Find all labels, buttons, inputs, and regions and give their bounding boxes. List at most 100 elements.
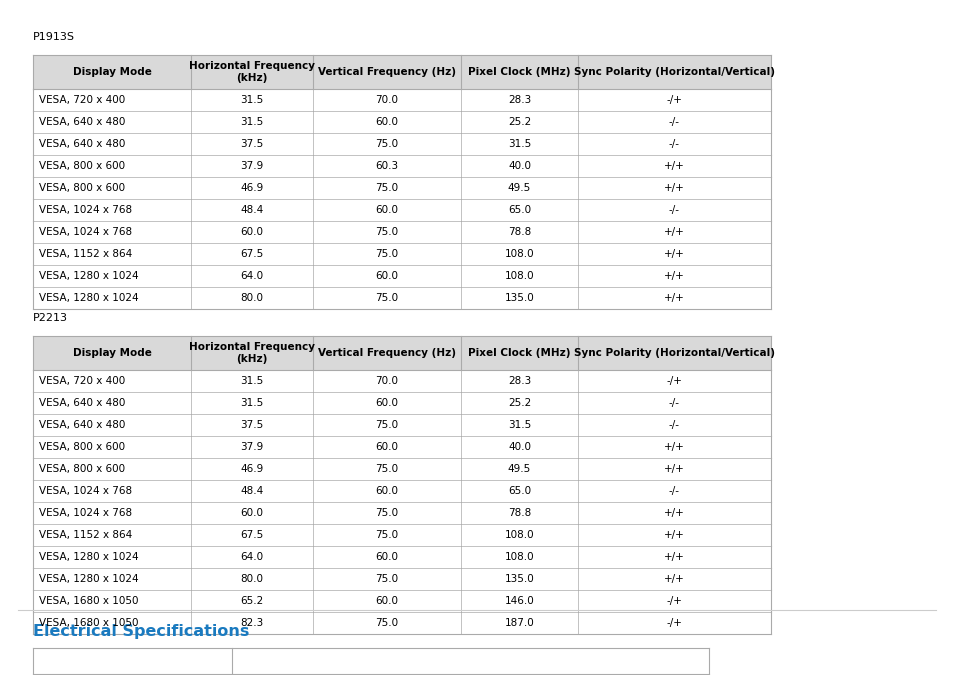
Text: VESA, 1280 x 1024: VESA, 1280 x 1024 xyxy=(39,271,138,281)
Text: 75.0: 75.0 xyxy=(375,464,398,474)
Text: 37.9: 37.9 xyxy=(240,442,263,452)
Text: 75.0: 75.0 xyxy=(375,139,398,149)
Bar xyxy=(33,436,770,458)
Bar xyxy=(33,177,770,199)
Text: 78.8: 78.8 xyxy=(507,227,531,237)
Text: 78.8: 78.8 xyxy=(507,508,531,518)
Bar xyxy=(33,155,770,177)
Text: -/+: -/+ xyxy=(666,95,681,105)
Text: Sync Polarity (Horizontal/Vertical): Sync Polarity (Horizontal/Vertical) xyxy=(574,348,774,358)
Text: Display Mode: Display Mode xyxy=(72,348,152,358)
Text: +/+: +/+ xyxy=(663,183,684,193)
Text: VESA, 800 x 600: VESA, 800 x 600 xyxy=(39,183,125,193)
Text: 75.0: 75.0 xyxy=(375,618,398,628)
Bar xyxy=(33,480,770,502)
Text: 25.2: 25.2 xyxy=(507,117,531,127)
Text: VESA, 1680 x 1050: VESA, 1680 x 1050 xyxy=(39,618,138,628)
Text: 60.0: 60.0 xyxy=(375,117,398,127)
Text: Vertical Frequency (Hz): Vertical Frequency (Hz) xyxy=(317,67,456,77)
Bar xyxy=(33,590,770,612)
Bar xyxy=(33,546,770,568)
Text: 67.5: 67.5 xyxy=(240,530,263,540)
Bar xyxy=(33,287,770,309)
Text: 108.0: 108.0 xyxy=(504,552,534,562)
Text: 65.0: 65.0 xyxy=(507,205,531,215)
Bar xyxy=(33,111,770,133)
Text: 70.0: 70.0 xyxy=(375,376,398,386)
Text: 135.0: 135.0 xyxy=(504,574,534,584)
Text: 40.0: 40.0 xyxy=(507,442,531,452)
Text: -/-: -/- xyxy=(668,398,679,408)
Bar xyxy=(33,524,770,546)
Text: VESA, 640 x 480: VESA, 640 x 480 xyxy=(39,398,125,408)
Text: 65.2: 65.2 xyxy=(240,596,263,606)
Text: Sync Polarity (Horizontal/Vertical): Sync Polarity (Horizontal/Vertical) xyxy=(574,67,774,77)
Text: 70.0: 70.0 xyxy=(375,95,398,105)
Text: VESA, 1024 x 768: VESA, 1024 x 768 xyxy=(39,227,132,237)
Bar xyxy=(33,243,770,265)
Text: +/+: +/+ xyxy=(663,574,684,584)
Text: VESA, 1280 x 1024: VESA, 1280 x 1024 xyxy=(39,574,138,584)
Text: -/-: -/- xyxy=(668,205,679,215)
Text: 75.0: 75.0 xyxy=(375,293,398,303)
Bar xyxy=(33,221,770,243)
Text: +/+: +/+ xyxy=(663,161,684,171)
Text: +/+: +/+ xyxy=(663,227,684,237)
Bar xyxy=(33,392,770,414)
Text: +/+: +/+ xyxy=(663,293,684,303)
Text: VESA, 1280 x 1024: VESA, 1280 x 1024 xyxy=(39,293,138,303)
Text: P2213: P2213 xyxy=(33,313,68,323)
Text: 40.0: 40.0 xyxy=(507,161,531,171)
Text: Horizontal Frequency
(kHz): Horizontal Frequency (kHz) xyxy=(189,61,314,83)
Text: 31.5: 31.5 xyxy=(507,420,531,430)
Bar xyxy=(33,502,770,524)
Text: +/+: +/+ xyxy=(663,442,684,452)
Text: P1913S: P1913S xyxy=(33,32,75,42)
Text: 60.0: 60.0 xyxy=(375,398,398,408)
Text: 60.0: 60.0 xyxy=(375,552,398,562)
Text: +/+: +/+ xyxy=(663,464,684,474)
Bar xyxy=(33,55,770,89)
Text: 82.3: 82.3 xyxy=(240,618,263,628)
Text: Vertical Frequency (Hz): Vertical Frequency (Hz) xyxy=(317,348,456,358)
Text: VESA, 640 x 480: VESA, 640 x 480 xyxy=(39,117,125,127)
Text: 135.0: 135.0 xyxy=(504,293,534,303)
Text: 48.4: 48.4 xyxy=(240,486,263,496)
Text: Horizontal Frequency
(kHz): Horizontal Frequency (kHz) xyxy=(189,342,314,364)
Text: Pixel Clock (MHz): Pixel Clock (MHz) xyxy=(468,348,570,358)
Text: 75.0: 75.0 xyxy=(375,183,398,193)
Text: Electrical Specifications: Electrical Specifications xyxy=(33,624,249,639)
Text: VESA, 640 x 480: VESA, 640 x 480 xyxy=(39,139,125,149)
Text: 48.4: 48.4 xyxy=(240,205,263,215)
Text: 75.0: 75.0 xyxy=(375,508,398,518)
Bar xyxy=(33,265,770,287)
Text: 60.0: 60.0 xyxy=(375,271,398,281)
Text: 28.3: 28.3 xyxy=(507,376,531,386)
Bar xyxy=(33,133,770,155)
Text: Display Mode: Display Mode xyxy=(72,67,152,77)
Text: VESA, 720 x 400: VESA, 720 x 400 xyxy=(39,95,125,105)
Text: 37.5: 37.5 xyxy=(240,420,263,430)
Text: 108.0: 108.0 xyxy=(504,271,534,281)
Text: 60.0: 60.0 xyxy=(240,508,263,518)
Text: -/+: -/+ xyxy=(666,596,681,606)
Text: 75.0: 75.0 xyxy=(375,420,398,430)
Text: 31.5: 31.5 xyxy=(507,139,531,149)
Bar xyxy=(33,370,770,392)
Text: Pixel Clock (MHz): Pixel Clock (MHz) xyxy=(468,67,570,77)
Text: VESA, 720 x 400: VESA, 720 x 400 xyxy=(39,376,125,386)
Text: VESA, 1024 x 768: VESA, 1024 x 768 xyxy=(39,486,132,496)
Text: -/-: -/- xyxy=(668,486,679,496)
Text: 80.0: 80.0 xyxy=(240,574,263,584)
Text: 31.5: 31.5 xyxy=(240,376,263,386)
Text: 49.5: 49.5 xyxy=(507,464,531,474)
Text: +/+: +/+ xyxy=(663,508,684,518)
Text: 108.0: 108.0 xyxy=(504,530,534,540)
Text: 64.0: 64.0 xyxy=(240,552,263,562)
Bar xyxy=(33,458,770,480)
Text: +/+: +/+ xyxy=(663,249,684,259)
Text: 31.5: 31.5 xyxy=(240,95,263,105)
Text: 75.0: 75.0 xyxy=(375,530,398,540)
Text: 75.0: 75.0 xyxy=(375,227,398,237)
Text: -/-: -/- xyxy=(668,139,679,149)
